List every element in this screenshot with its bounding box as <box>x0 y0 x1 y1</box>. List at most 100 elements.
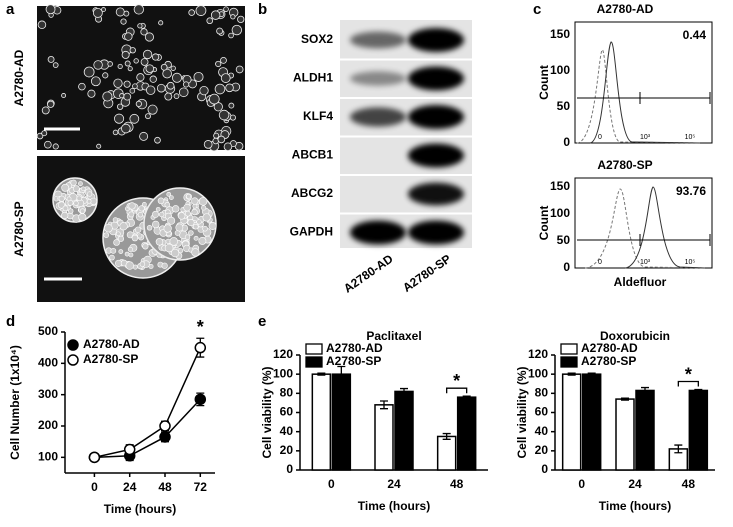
cell <box>127 246 133 252</box>
lane-label: A2780-AD <box>341 251 396 295</box>
cell <box>186 193 191 199</box>
y-tick-label: 60 <box>535 405 549 419</box>
error-bar <box>317 372 326 376</box>
band <box>350 31 406 49</box>
legend-label: A2780-SP <box>326 354 381 368</box>
x-tick-label: 10³ <box>640 134 651 141</box>
y-tick-label: 20 <box>535 443 549 457</box>
cell <box>214 83 226 95</box>
cell <box>193 235 199 241</box>
cell <box>164 202 171 208</box>
cell <box>237 15 245 24</box>
y-tick-label: 0 <box>563 135 570 149</box>
legend-marker <box>67 354 79 366</box>
legend-swatch <box>560 356 578 368</box>
cell <box>208 221 217 230</box>
annotation: * <box>453 371 460 391</box>
cell <box>66 196 72 202</box>
error-bar <box>587 372 596 376</box>
x-tick-label: 24 <box>123 480 137 494</box>
band <box>350 71 406 86</box>
y-tick-label: 150 <box>550 179 570 193</box>
flow-title: A2780-AD <box>597 2 654 16</box>
cell <box>87 191 93 197</box>
x-tick-label: 0 <box>578 477 585 491</box>
panel-label: c <box>533 1 541 18</box>
bar <box>394 390 414 471</box>
cell <box>193 71 204 82</box>
cell <box>118 249 124 254</box>
cell <box>79 208 86 214</box>
band <box>408 66 464 91</box>
cell <box>183 203 191 212</box>
cell <box>151 53 160 61</box>
cell <box>62 205 69 212</box>
y-tick-label: 0 <box>563 260 570 274</box>
cell <box>231 24 242 36</box>
panel-label: a <box>6 1 15 18</box>
cell <box>169 237 179 246</box>
cell <box>218 109 230 121</box>
cell <box>138 205 145 212</box>
y-tick-label: 300 <box>38 387 58 401</box>
cell <box>124 251 130 257</box>
cell <box>156 83 166 93</box>
flow-title: A2780-SP <box>597 158 652 172</box>
cell <box>158 20 164 26</box>
x-axis-label: Time (hours) <box>599 499 671 513</box>
cell <box>155 206 161 212</box>
cell <box>191 197 199 205</box>
cell <box>145 85 156 95</box>
histogram <box>624 186 706 269</box>
cell <box>73 200 79 206</box>
cell <box>61 93 67 98</box>
cell <box>113 78 123 88</box>
cell <box>137 212 144 218</box>
error-bar <box>462 395 471 399</box>
cell <box>210 10 221 20</box>
x-tick-label: 0 <box>328 477 335 491</box>
cell <box>128 202 136 210</box>
cell <box>131 234 139 242</box>
cell <box>213 132 220 139</box>
cell <box>166 81 175 90</box>
bar <box>456 396 477 471</box>
y-tick-label: 0 <box>541 462 548 476</box>
error-bar <box>442 432 451 440</box>
protein-label: ABCG2 <box>291 186 333 200</box>
annotation: * <box>197 317 204 337</box>
cell <box>145 113 151 120</box>
cell <box>141 202 147 207</box>
cell <box>120 18 127 25</box>
row-label: A2780-AD <box>12 49 26 106</box>
y-tick-label: 100 <box>38 450 58 464</box>
cell <box>70 179 77 186</box>
cell <box>175 223 184 232</box>
y-tick-label: 120 <box>528 347 548 361</box>
cell <box>137 233 143 239</box>
bar <box>374 404 394 471</box>
histogram <box>584 188 706 269</box>
cell <box>154 136 161 144</box>
x-tick-label: 48 <box>682 477 696 491</box>
cell <box>178 248 184 254</box>
cell <box>151 220 160 229</box>
cell <box>140 28 148 36</box>
band <box>350 220 406 245</box>
cell <box>201 205 207 211</box>
bracket <box>446 387 468 394</box>
panel-label: d <box>6 313 15 330</box>
cell <box>223 6 229 12</box>
legend-swatch <box>560 343 578 355</box>
cell <box>146 225 153 231</box>
cells <box>36 4 245 279</box>
cell <box>114 113 125 124</box>
x-tick-label: 10⁵ <box>685 134 696 141</box>
cell <box>235 65 244 74</box>
cell <box>104 223 113 233</box>
cell <box>116 103 124 110</box>
lane-label: A2780-SP <box>400 252 453 295</box>
x-tick-label: 24 <box>387 477 401 491</box>
